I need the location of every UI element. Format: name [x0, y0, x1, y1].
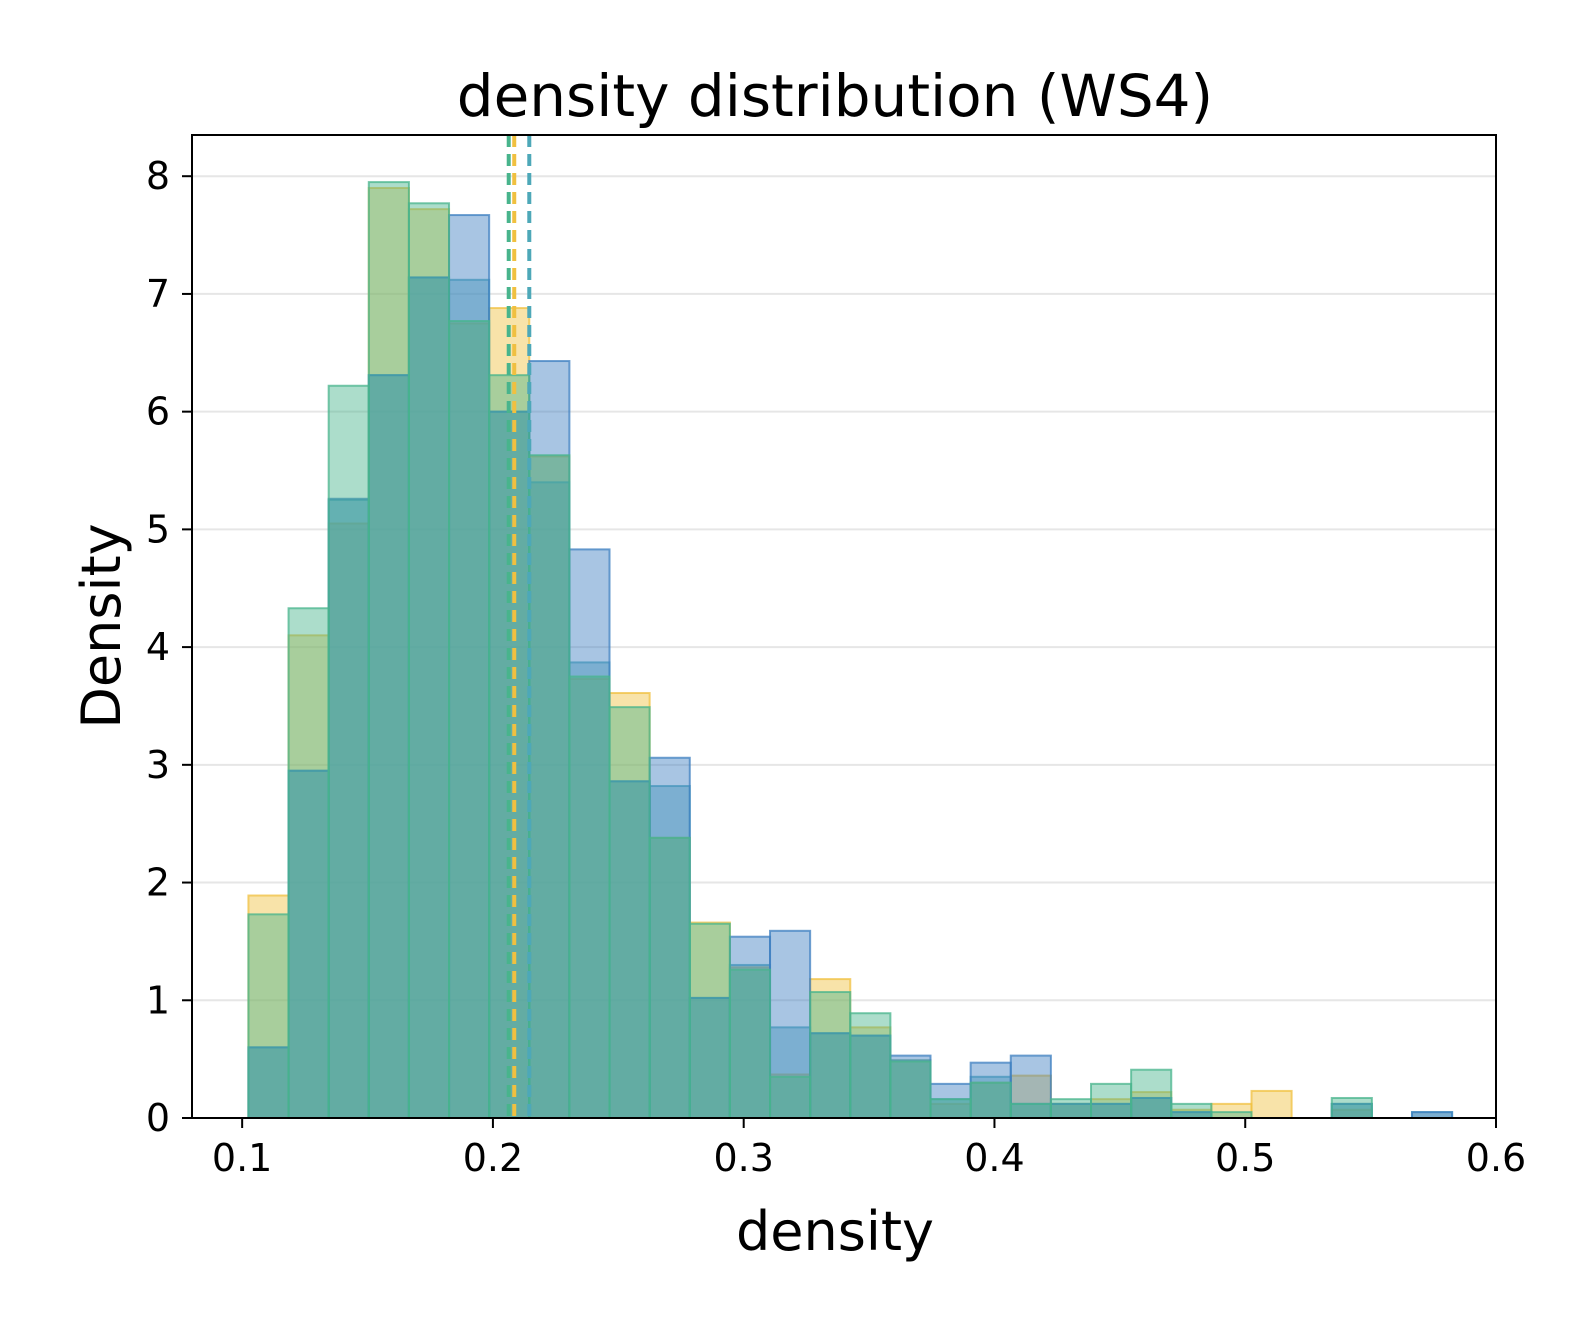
x-axis-label: density	[736, 1200, 934, 1263]
histogram-bar	[367, 374, 410, 1119]
x-axis-ticks: 0.1 0.2 0.3 0.4 0.5 0.6	[212, 1118, 1526, 1180]
plot-frame	[191, 134, 1497, 1119]
histogram-bar	[849, 1012, 892, 1120]
histogram-bar	[648, 836, 691, 1119]
histogram-bar	[528, 455, 571, 1120]
histogram-bar	[1090, 1082, 1133, 1119]
histogram-bar	[1330, 1096, 1373, 1119]
y-tick-label: 0	[146, 1096, 170, 1140]
histogram-bar	[728, 968, 772, 1119]
y-axis-label: Density	[70, 523, 133, 728]
y-tick-label: 7	[146, 272, 170, 316]
histogram-bar	[287, 607, 330, 1119]
histogram-bar	[1009, 1102, 1052, 1119]
histogram-bar	[528, 360, 571, 1119]
histogram-bar	[448, 320, 491, 1120]
y-tick-label: 8	[146, 154, 170, 198]
histogram-bar	[688, 922, 731, 1120]
y-tick-label: 2	[146, 861, 170, 905]
histogram-bar	[287, 769, 330, 1119]
histogram-bar	[1130, 1068, 1173, 1119]
histogram-bar	[648, 836, 691, 1119]
histogram-bar	[407, 202, 451, 1120]
histogram-bar	[528, 454, 571, 1120]
histogram-bar	[929, 1082, 972, 1119]
chart-title: density distribution (WS4)	[457, 62, 1213, 130]
y-tick-label: 1	[146, 978, 170, 1022]
histogram-bar	[769, 1026, 812, 1119]
histogram-bar	[1049, 1098, 1093, 1119]
histogram-bar	[1009, 1054, 1052, 1119]
x-tick-label: 0.3	[713, 1136, 773, 1180]
histogram-bar	[608, 706, 651, 1119]
histogram-bar	[568, 548, 611, 1119]
histogram-bar	[568, 675, 611, 1120]
mean-lines	[506, 135, 532, 1118]
histogram-bar	[327, 497, 370, 1119]
y-tick-label: 4	[146, 625, 170, 669]
histogram-bar	[769, 1075, 812, 1119]
histogram-bar	[448, 278, 491, 1119]
x-tick-label: 0.5	[1215, 1136, 1275, 1180]
histogram-bar	[448, 322, 491, 1120]
histogram-bar	[969, 1061, 1012, 1119]
x-tick-label: 0.6	[1466, 1136, 1526, 1180]
histogram-bar	[327, 384, 370, 1119]
histogram-bar	[809, 991, 852, 1119]
y-axis-ticks: 0 1 2 3 4 5 6 7 8	[146, 154, 192, 1140]
x-tick-label: 0.4	[964, 1136, 1024, 1180]
histogram-bar	[929, 1098, 972, 1119]
y-tick-label: 3	[146, 743, 170, 787]
y-tick-label: 5	[146, 507, 170, 551]
histogram-bar	[367, 181, 410, 1119]
histogram-bar	[407, 276, 451, 1119]
histogram-bar	[1250, 1089, 1293, 1119]
histogram-bar	[769, 1073, 812, 1119]
histogram-bar	[1170, 1102, 1213, 1119]
histogram-bar	[247, 913, 290, 1120]
histogram-bar	[889, 1060, 932, 1119]
histogram-bar	[889, 1059, 932, 1119]
histogram-bar	[809, 978, 852, 1119]
x-tick-label: 0.1	[212, 1136, 272, 1180]
histogram-bar	[889, 1054, 932, 1119]
x-tick-label: 0.2	[463, 1136, 523, 1180]
histogram-bar	[849, 1034, 892, 1119]
histogram-bar	[969, 1081, 1012, 1119]
y-tick-label: 6	[146, 390, 170, 434]
histogram-bar	[327, 498, 370, 1119]
histogram-bar	[608, 780, 651, 1120]
bars-layer	[247, 181, 1454, 1120]
